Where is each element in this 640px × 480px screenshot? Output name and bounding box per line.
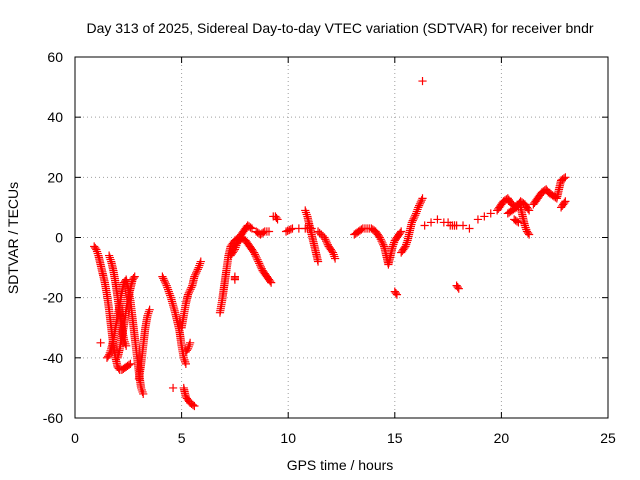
data-point bbox=[285, 225, 294, 235]
data-point bbox=[122, 341, 131, 350]
data-point bbox=[196, 257, 205, 266]
y-tick-label: 0 bbox=[55, 230, 63, 246]
plot-frame bbox=[74, 56, 609, 419]
data-point bbox=[391, 289, 400, 298]
data-point bbox=[267, 278, 276, 287]
data-point bbox=[523, 204, 533, 214]
chart-title: Day 313 of 2025, Sidereal Day-to-day VTE… bbox=[86, 20, 593, 36]
data-point bbox=[264, 227, 274, 236]
data-point bbox=[418, 76, 427, 86]
data-point bbox=[561, 197, 570, 206]
data-point bbox=[418, 194, 427, 203]
data-point bbox=[523, 228, 533, 238]
data-point bbox=[313, 227, 323, 236]
data-point bbox=[420, 221, 429, 230]
data-point bbox=[126, 359, 135, 368]
data-point bbox=[331, 254, 340, 263]
axis-ticks: 0 5 10 15 20 25 -60 -40 -20 0 20 40 60 bbox=[43, 49, 616, 446]
data-point bbox=[357, 225, 366, 234]
data-point bbox=[130, 272, 139, 281]
data-point bbox=[190, 401, 199, 411]
grid-lines bbox=[75, 57, 608, 418]
data-point bbox=[453, 283, 462, 292]
data-point bbox=[525, 206, 534, 215]
data-point bbox=[281, 227, 291, 236]
data-point bbox=[181, 359, 190, 368]
data-point bbox=[525, 230, 534, 239]
x-tick-label: 10 bbox=[280, 430, 296, 446]
data-point bbox=[486, 209, 495, 218]
data-point bbox=[168, 383, 178, 393]
data-point bbox=[188, 400, 198, 410]
data-point bbox=[458, 221, 468, 230]
data-point bbox=[247, 224, 257, 233]
data-point bbox=[313, 257, 323, 266]
data-point bbox=[561, 173, 570, 182]
data-point bbox=[473, 215, 483, 224]
data-point bbox=[265, 277, 275, 286]
y-tick-label: 60 bbox=[47, 49, 63, 65]
data-point bbox=[246, 223, 255, 232]
data-point bbox=[392, 290, 402, 299]
data-point bbox=[465, 224, 474, 233]
data-point bbox=[396, 228, 405, 238]
y-tick-label: 20 bbox=[47, 169, 63, 185]
data-point bbox=[560, 198, 569, 208]
x-tick-label: 0 bbox=[71, 430, 79, 446]
y-tick-label: 40 bbox=[47, 109, 63, 125]
data-point bbox=[273, 215, 282, 224]
data-point bbox=[514, 218, 523, 227]
data-point bbox=[317, 230, 326, 239]
y-tick-label: -40 bbox=[43, 350, 63, 366]
data-point bbox=[559, 174, 569, 183]
x-axis-label: GPS time / hours bbox=[287, 457, 394, 473]
data-point bbox=[480, 212, 489, 221]
data-point bbox=[186, 338, 195, 347]
data-point bbox=[286, 225, 295, 234]
x-tick-label: 25 bbox=[600, 430, 616, 446]
data-point bbox=[433, 215, 442, 224]
data-point bbox=[444, 218, 453, 227]
data-point bbox=[272, 213, 281, 223]
y-axis-label: SDTVAR / TECUs bbox=[5, 182, 21, 294]
data-point bbox=[139, 389, 148, 399]
data-point bbox=[230, 275, 239, 284]
data-point bbox=[145, 305, 154, 314]
data-point bbox=[259, 228, 268, 237]
y-tick-label: -60 bbox=[43, 410, 63, 426]
data-point bbox=[397, 227, 406, 236]
data-point bbox=[510, 204, 520, 213]
y-tick-label: -20 bbox=[43, 290, 63, 306]
data-point bbox=[283, 226, 292, 235]
x-tick-label: 15 bbox=[387, 430, 403, 446]
data-point bbox=[96, 338, 105, 347]
data-points bbox=[90, 76, 570, 411]
x-tick-label: 20 bbox=[494, 430, 510, 446]
data-point bbox=[124, 360, 134, 369]
data-point bbox=[454, 284, 463, 293]
data-point bbox=[450, 221, 459, 230]
data-point bbox=[512, 217, 522, 226]
data-point bbox=[315, 228, 324, 238]
data-point bbox=[426, 218, 436, 227]
data-point bbox=[129, 274, 138, 283]
x-tick-label: 5 bbox=[178, 430, 186, 446]
